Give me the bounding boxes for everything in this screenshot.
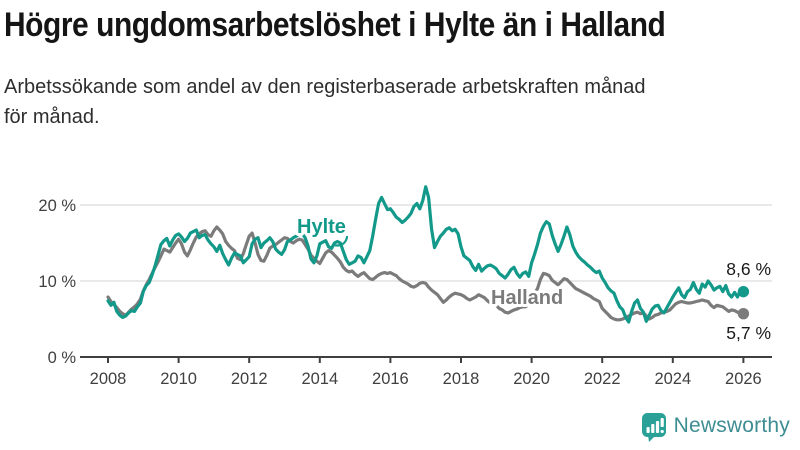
hylte-label-connector — [332, 235, 349, 247]
line-halland — [106, 225, 746, 322]
x-axis-label-2014: 2014 — [301, 370, 338, 388]
unemployment-line-chart: 0 % 10 % 20 % 2008 2010 2012 2014 2016 2018 2020 2… — [38, 185, 772, 388]
line-hylte — [106, 185, 746, 324]
newsworthy-wordmark: Newsworthy — [673, 414, 790, 437]
end-value-label-hylte: 8,6 % — [726, 259, 771, 279]
series-label-hylte: Hylte — [297, 216, 346, 238]
x-axis-label-2026: 2026 — [725, 370, 762, 388]
y-axis-label-20: 20 % — [38, 197, 76, 215]
subtitle-line-1: Arbetssökande som andel av den registerb… — [4, 76, 646, 98]
newsworthy-logo: Newsworthy — [641, 410, 790, 442]
newsworthy-bar-chart-bubble-icon — [641, 413, 666, 442]
end-value-label-halland: 5,7 % — [726, 323, 771, 343]
x-axis-label-2018: 2018 — [443, 370, 480, 388]
end-dot-hylte — [737, 285, 750, 298]
x-axis-label-2012: 2012 — [231, 370, 268, 388]
x-axis-label-2008: 2008 — [90, 370, 127, 388]
x-axis-label-2022: 2022 — [584, 370, 621, 388]
y-axis-label-0: 0 % — [48, 349, 77, 367]
x-axis-label-2024: 2024 — [654, 370, 691, 388]
end-dot-halland — [737, 307, 750, 320]
x-axis-label-2010: 2010 — [160, 370, 197, 388]
x-axis-label-2016: 2016 — [372, 370, 409, 388]
chart-subtitle: Arbetssökande som andel av den registerb… — [4, 72, 646, 132]
chart-title: Högre ungdomsarbetslöshet i Hylte än i H… — [4, 6, 666, 44]
x-axis-label-2020: 2020 — [513, 370, 550, 388]
subtitle-line-2: för månad. — [4, 106, 100, 128]
y-axis-label-10: 10 % — [38, 273, 76, 291]
series-label-halland: Halland — [491, 287, 563, 309]
